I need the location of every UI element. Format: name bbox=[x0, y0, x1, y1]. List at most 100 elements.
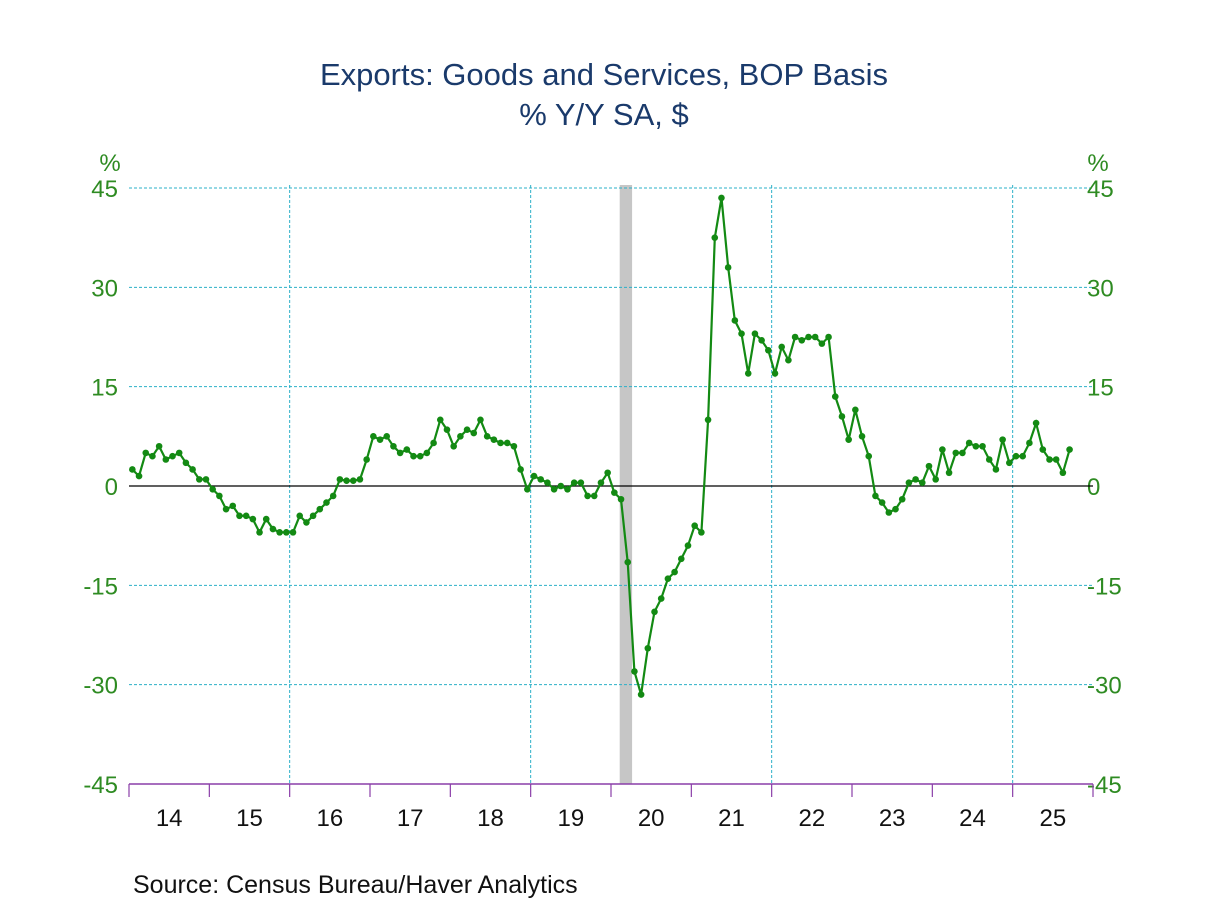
data-point bbox=[129, 466, 136, 473]
data-point bbox=[363, 456, 370, 463]
data-point bbox=[677, 555, 685, 563]
data-point bbox=[865, 452, 873, 460]
data-point bbox=[396, 449, 404, 457]
data-point bbox=[952, 449, 960, 457]
data-point bbox=[691, 522, 698, 530]
data-point bbox=[343, 477, 350, 485]
data-point bbox=[698, 529, 705, 536]
data-point bbox=[805, 333, 812, 341]
data-point bbox=[202, 476, 210, 483]
y-tick-right: 30 bbox=[1087, 275, 1114, 302]
data-point bbox=[1019, 452, 1027, 460]
data-point bbox=[296, 512, 304, 520]
data-point bbox=[356, 476, 364, 483]
source-note: Source: Census Bureau/Haver Analytics bbox=[133, 871, 578, 899]
data-point bbox=[637, 691, 645, 698]
data-point bbox=[517, 466, 524, 473]
data-point bbox=[590, 492, 598, 500]
data-point bbox=[778, 343, 786, 351]
data-point bbox=[323, 499, 330, 506]
x-tick-label: 24 bbox=[959, 805, 986, 832]
y-tick-right: -30 bbox=[1087, 673, 1122, 700]
y-tick-left: 0 bbox=[105, 474, 118, 501]
data-point bbox=[436, 416, 444, 424]
y-tick-right: -15 bbox=[1087, 573, 1122, 600]
data-point bbox=[497, 439, 504, 447]
data-point bbox=[758, 337, 765, 344]
data-point bbox=[276, 529, 283, 536]
data-point bbox=[885, 509, 893, 516]
data-point bbox=[570, 479, 578, 486]
data-point bbox=[945, 469, 953, 477]
data-point bbox=[965, 439, 973, 447]
data-point bbox=[892, 505, 899, 513]
data-point bbox=[972, 442, 980, 450]
data-point bbox=[390, 442, 397, 450]
data-point bbox=[175, 449, 183, 457]
data-point bbox=[925, 462, 933, 470]
data-point bbox=[664, 575, 672, 583]
data-point bbox=[785, 356, 792, 364]
x-tick-label: 19 bbox=[557, 805, 584, 832]
data-point bbox=[617, 495, 625, 503]
data-point bbox=[751, 330, 759, 337]
data-point bbox=[825, 333, 832, 341]
data-point bbox=[1006, 459, 1013, 467]
data-point bbox=[510, 442, 518, 450]
data-point bbox=[256, 529, 263, 536]
data-point bbox=[798, 337, 806, 344]
data-point bbox=[905, 479, 913, 486]
data-point bbox=[704, 416, 712, 424]
data-point bbox=[530, 472, 538, 480]
y-tick-right: 15 bbox=[1087, 375, 1114, 402]
data-point bbox=[309, 512, 317, 520]
data-point bbox=[852, 406, 859, 414]
data-point bbox=[182, 459, 190, 467]
x-tick-label: 22 bbox=[798, 805, 825, 832]
data-point bbox=[979, 442, 986, 450]
data-point bbox=[791, 333, 799, 341]
data-point bbox=[162, 456, 170, 463]
data-point bbox=[443, 426, 451, 434]
data-point bbox=[490, 436, 498, 443]
data-point bbox=[544, 479, 551, 486]
data-point bbox=[872, 492, 879, 500]
data-point bbox=[898, 495, 906, 503]
data-point bbox=[744, 370, 752, 377]
data-point bbox=[584, 492, 591, 500]
data-point bbox=[564, 486, 571, 493]
data-point bbox=[349, 477, 357, 485]
data-point bbox=[604, 469, 611, 477]
data-point bbox=[711, 234, 719, 241]
right-axis-unit: % bbox=[1087, 150, 1108, 177]
data-point bbox=[1052, 456, 1060, 463]
data-point bbox=[631, 668, 638, 675]
data-point bbox=[329, 492, 337, 500]
data-point bbox=[376, 436, 384, 443]
data-point bbox=[303, 519, 310, 526]
data-point bbox=[262, 515, 270, 523]
data-point bbox=[216, 492, 223, 500]
x-tick-label: 23 bbox=[879, 805, 906, 832]
y-tick-left: -30 bbox=[83, 673, 118, 700]
data-point bbox=[135, 472, 143, 480]
data-point bbox=[236, 512, 243, 520]
data-point bbox=[912, 476, 919, 483]
data-point bbox=[624, 558, 632, 566]
data-point bbox=[149, 452, 156, 460]
data-point bbox=[651, 608, 658, 616]
data-point bbox=[155, 442, 163, 450]
data-point bbox=[845, 436, 852, 443]
data-point bbox=[738, 330, 745, 337]
y-tick-right: 0 bbox=[1087, 474, 1100, 501]
data-point bbox=[403, 446, 411, 453]
x-tick-label: 21 bbox=[718, 805, 745, 832]
x-tick-label: 15 bbox=[236, 805, 263, 832]
data-point bbox=[550, 486, 558, 493]
data-point bbox=[477, 416, 484, 424]
data-point bbox=[557, 482, 565, 490]
data-point bbox=[483, 433, 491, 440]
y-tick-right: -45 bbox=[1087, 772, 1122, 799]
data-point bbox=[383, 433, 391, 440]
